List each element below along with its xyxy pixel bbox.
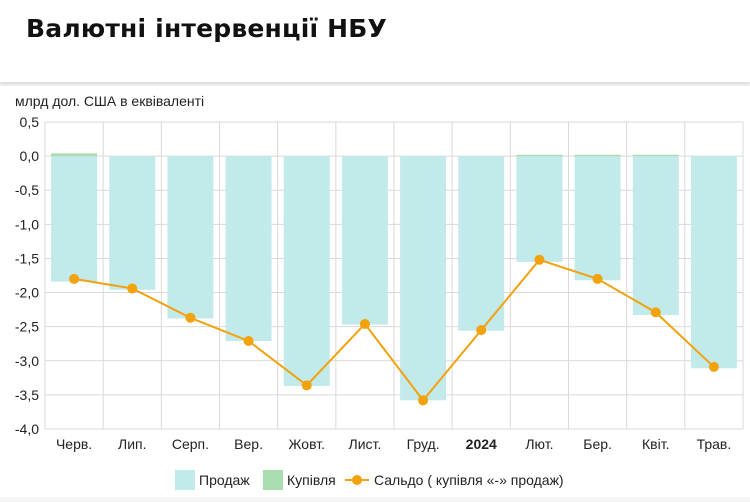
bars: [51, 153, 737, 401]
page-header: Валютні інтервенції НБУ: [0, 0, 750, 82]
x-tick-label: Груд.: [407, 436, 440, 452]
x-tick-label: Квіт.: [642, 436, 669, 452]
sales-bar: [400, 156, 447, 401]
x-tick-label: Жовт.: [289, 436, 325, 452]
chart-card: млрд дол. США в еквіваленті 0,5 0,0 -0,5 -1…: [0, 86, 750, 497]
y-tick-label: -3,0: [15, 353, 39, 369]
grid: [44, 121, 744, 430]
y-tick-label: 0,0: [20, 148, 40, 164]
legend-swatch-purchases: [263, 470, 283, 490]
y-ticks: 0,5 0,0 -0,5 -1,0 -1,5 -2,0 -2,5 -3,0 -3,5 -4,0: [15, 114, 39, 437]
legend: Продаж Купівля Сальдо ( купівля «-» продаж…: [175, 470, 564, 490]
purchase-bar: [516, 154, 563, 157]
balance-point: [301, 380, 312, 391]
balance-point: [418, 395, 429, 406]
y-tick-label: -2,5: [15, 319, 39, 335]
legend-swatch-sales: [175, 470, 195, 490]
balance-point: [359, 318, 370, 329]
balance-point: [185, 312, 196, 323]
x-ticks: Черв. Лип. Серп. Вер. Жовт. Лист. Груд. 2024 Лют…: [56, 436, 731, 452]
x-tick-label: Трав.: [697, 436, 732, 452]
sales-bar: [341, 156, 388, 325]
sales-bar: [283, 156, 330, 387]
y-tick-label: -4,0: [15, 421, 39, 437]
y-tick-label: 0,5: [20, 114, 40, 130]
x-tick-label: Лют.: [525, 436, 553, 452]
balance-point: [127, 283, 138, 294]
sales-bar: [632, 156, 679, 316]
legend-label-purchases: Купівля: [287, 472, 336, 488]
balance-polyline: [73, 258, 715, 402]
balance-point: [592, 273, 603, 284]
sales-bar: [167, 156, 214, 319]
y-tick-label: -1,5: [15, 250, 39, 266]
y-tick-label: -2,0: [15, 285, 39, 301]
sales-bar: [109, 156, 156, 290]
legend-label-balance: Сальдо ( купівля «-» продаж): [374, 472, 564, 488]
sales-bar: [690, 156, 737, 369]
purchase-bar: [51, 153, 98, 157]
y-tick-label: -1,0: [15, 216, 39, 232]
purchase-bar: [574, 154, 621, 157]
x-tick-label: Вер.: [234, 436, 263, 452]
purchase-bar: [632, 154, 679, 157]
x-tick-label: Бер.: [583, 436, 612, 452]
y-tick-label: -3,5: [15, 387, 39, 403]
balance-point: [69, 273, 80, 284]
x-tick-label: Лип.: [118, 436, 146, 452]
x-tick-label: Лист.: [349, 436, 382, 452]
sales-bar: [516, 156, 563, 262]
sales-bar: [574, 156, 621, 281]
y-axis-label: млрд дол. США в еквіваленті: [15, 93, 204, 109]
x-tick-label: Серп.: [172, 436, 209, 452]
sales-bar: [225, 156, 272, 341]
sales-bar: [458, 156, 505, 331]
legend-label-sales: Продаж: [199, 472, 250, 488]
y-tick-label: -0,5: [15, 182, 39, 198]
x-tick-label: 2024: [466, 436, 497, 452]
balance-point: [650, 307, 661, 318]
balance-point: [243, 335, 254, 346]
interventions-chart: млрд дол. США в еквіваленті 0,5 0,0 -0,5 -1…: [15, 93, 744, 490]
balance-point: [476, 325, 487, 336]
balance-point: [708, 361, 719, 372]
balance-point: [534, 254, 545, 265]
legend-marker-balance: [352, 475, 362, 485]
x-tick-label: Черв.: [56, 436, 92, 452]
balance-line: [69, 254, 719, 406]
sales-bar: [51, 156, 98, 282]
page-title: Валютні інтервенції НБУ: [26, 14, 388, 43]
